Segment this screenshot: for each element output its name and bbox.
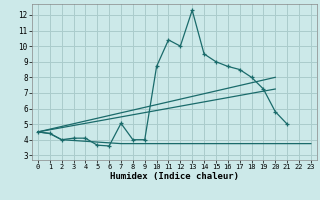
X-axis label: Humidex (Indice chaleur): Humidex (Indice chaleur) <box>110 172 239 181</box>
